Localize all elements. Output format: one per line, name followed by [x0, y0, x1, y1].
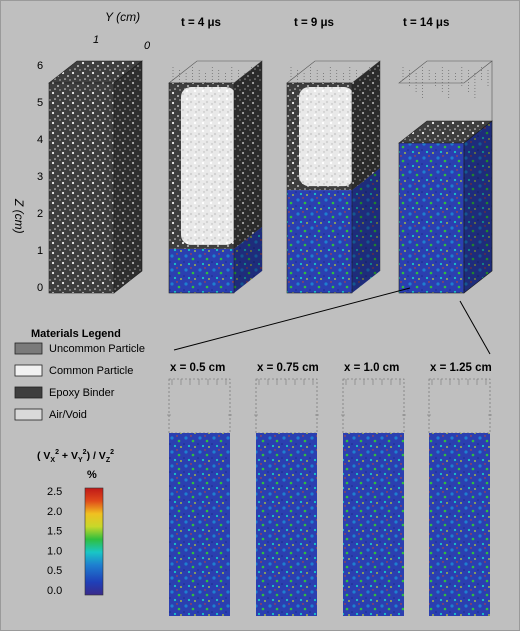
slice-panel-2: x = 1.0 cm — [341, 362, 406, 616]
column-side-binder — [234, 61, 262, 249]
column-side-shade — [352, 61, 380, 293]
legend-item: Air/Void — [14, 408, 87, 421]
time-series-columns — [48, 60, 493, 294]
colorbar: ( VX2 + VY2) / VZ2 % 2.5 2.0 1.5 1.0 0.5 0.0 — [37, 449, 114, 597]
column-front-outline — [286, 82, 353, 294]
slice-panels: x = 0.5 cm x = 0.75 cm x = 1.0 cm x = 1.25 … — [167, 362, 492, 616]
colorbar-tick: 0.5 — [47, 565, 62, 577]
legend-item-label: Epoxy Binder — [49, 387, 115, 399]
z-axis-label: Z (cm) — [12, 198, 26, 234]
slice-void-outline — [168, 378, 231, 434]
slice-void-outline — [342, 378, 405, 434]
z-tick-5: 5 — [37, 97, 43, 109]
time-label-14: t = 14 μs — [403, 17, 449, 29]
slice-wave-field — [343, 433, 404, 616]
z-tick-6: 6 — [37, 60, 43, 72]
column-1 — [168, 60, 263, 294]
legend-swatch — [14, 408, 43, 421]
legend-swatch — [14, 364, 43, 377]
z-tick-2: 2 — [37, 208, 43, 220]
colorbar-title: ( VX2 + VY2) / VZ2 — [37, 449, 114, 464]
column-particle-region — [299, 87, 354, 187]
z-tick-0: 0 — [37, 282, 43, 294]
column-particle-region — [181, 87, 236, 245]
colorbar-gradient — [84, 487, 104, 596]
time-labels: t = 4 μs t = 9 μs t = 14 μs — [181, 17, 449, 29]
colorbar-tick: 2.5 — [47, 486, 62, 498]
column-2 — [286, 60, 381, 294]
time-label-4: t = 4 μs — [181, 17, 221, 29]
slice-label: x = 0.75 cm — [257, 362, 319, 374]
y-axis-label: Y (cm) — [105, 10, 140, 24]
slice-label: x = 1.0 cm — [344, 362, 399, 374]
colorbar-unit: % — [87, 469, 97, 481]
column-front-face — [48, 82, 115, 294]
column-side-wave — [463, 120, 493, 294]
legend-title: Materials Legend — [31, 328, 121, 340]
legend-item-label: Uncommon Particle — [49, 343, 145, 355]
column-front-outline — [168, 82, 235, 294]
column-wave-region — [169, 248, 234, 293]
column-3 — [398, 60, 493, 294]
slice-wave-field — [169, 433, 230, 616]
column-0 — [48, 60, 143, 294]
y-tick-1: 1 — [93, 34, 99, 46]
column-wave-region — [398, 142, 465, 294]
column-side-wave — [234, 226, 262, 293]
legend-item-label: Air/Void — [49, 409, 87, 421]
slice-label: x = 1.25 cm — [430, 362, 492, 374]
z-axis-ticks: 6 5 4 3 2 1 0 — [37, 60, 43, 294]
z-tick-1: 1 — [37, 245, 43, 257]
colorbar-tick: 1.5 — [47, 526, 62, 538]
colorbar-tick: 2.0 — [47, 506, 62, 518]
slice-wave-field — [256, 433, 317, 616]
legend-item-label: Common Particle — [49, 365, 133, 377]
zoom-line-right — [459, 300, 491, 355]
legend-item: Common Particle — [14, 364, 133, 377]
colorbar-tick: 1.0 — [47, 545, 62, 557]
colorbar-tick: 0.0 — [47, 585, 62, 597]
column-side-face — [113, 60, 143, 294]
slice-wave-field — [429, 433, 490, 616]
legend-swatch — [14, 386, 43, 399]
materials-legend: Materials Legend Uncommon Particle Common… — [14, 328, 145, 421]
column-side-shade — [464, 121, 492, 293]
y-tick-0: 0 — [144, 40, 151, 52]
column-side-binder — [352, 61, 380, 191]
column-side-shade — [234, 61, 262, 293]
slice-panel-1: x = 0.75 cm — [254, 362, 319, 616]
legend-item: Epoxy Binder — [14, 386, 115, 399]
zoom-line-left — [173, 287, 411, 351]
column-side-wave — [352, 168, 380, 293]
z-tick-4: 4 — [37, 134, 43, 146]
slice-label: x = 0.5 cm — [170, 362, 225, 374]
legend-swatch — [14, 342, 43, 355]
slice-panel-3: x = 1.25 cm — [427, 362, 492, 616]
slice-panel-0: x = 0.5 cm — [167, 362, 232, 616]
legend-item: Uncommon Particle — [14, 342, 145, 355]
slice-void-outline — [428, 378, 491, 434]
slice-void-outline — [255, 378, 318, 434]
column-wave-region — [287, 190, 352, 293]
time-label-9: t = 9 μs — [294, 17, 334, 29]
z-tick-3: 3 — [37, 171, 43, 183]
column-side-shade — [114, 61, 142, 293]
